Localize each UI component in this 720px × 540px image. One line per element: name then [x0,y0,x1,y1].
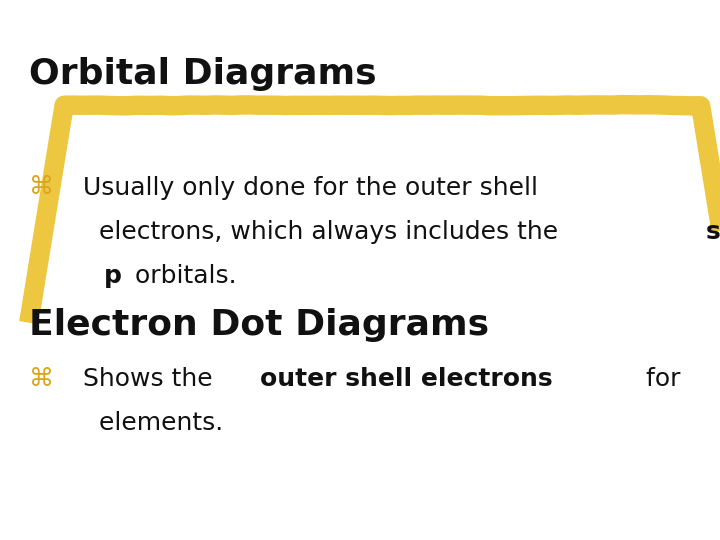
Text: outer shell electrons: outer shell electrons [261,367,553,391]
Text: electrons, which always includes the: electrons, which always includes the [83,220,566,244]
Text: ⌘: ⌘ [29,176,54,199]
Text: ⌘: ⌘ [29,367,54,391]
Text: s: s [706,220,720,244]
Text: Usually only done for the outer shell: Usually only done for the outer shell [83,176,538,199]
Text: Orbital Diagrams: Orbital Diagrams [29,57,377,91]
Text: for: for [638,367,680,391]
Text: Shows the: Shows the [83,367,220,391]
Text: p: p [104,264,122,288]
Text: orbitals.: orbitals. [127,264,236,288]
Text: elements.: elements. [83,411,223,435]
Text: Electron Dot Diagrams: Electron Dot Diagrams [29,308,489,342]
